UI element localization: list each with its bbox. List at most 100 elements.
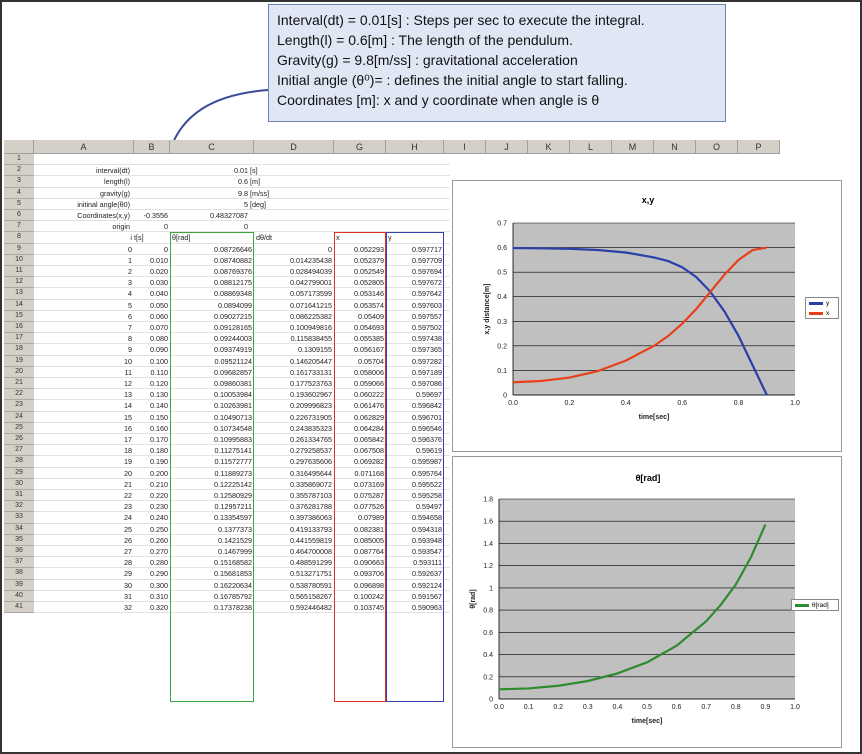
table-cell-dtheta[interactable]: 0.441559819 bbox=[290, 535, 332, 545]
table-cell-dtheta[interactable]: 0.243835323 bbox=[290, 423, 332, 433]
param-label[interactable]: interval(dt) bbox=[96, 166, 130, 176]
table-cell-dtheta[interactable]: 0.193602967 bbox=[290, 390, 332, 400]
row-header[interactable]: 20 bbox=[4, 366, 34, 378]
param-unit[interactable]: [m] bbox=[250, 177, 260, 187]
table-cell-theta[interactable]: 0.09860381 bbox=[214, 379, 252, 388]
row-header[interactable]: 9 bbox=[4, 243, 34, 255]
table-cell-x[interactable]: 0.085005 bbox=[354, 535, 384, 545]
table-cell-i[interactable]: 10 bbox=[124, 356, 132, 366]
table-cell-t[interactable]: 0.070 bbox=[150, 323, 168, 332]
table-cell-i[interactable]: 31 bbox=[124, 591, 132, 601]
table-cell-i[interactable]: 15 bbox=[124, 412, 132, 422]
table-cell-x[interactable]: 0.055385 bbox=[354, 334, 384, 344]
row-header[interactable]: 8 bbox=[4, 232, 34, 244]
table-cell-y[interactable]: 0.597365 bbox=[412, 345, 442, 355]
table-cell-dtheta[interactable]: 0.028494039 bbox=[290, 267, 332, 276]
table-cell-y[interactable]: 0.597672 bbox=[412, 278, 442, 288]
table-cell-theta[interactable]: 0.09374919 bbox=[214, 345, 252, 355]
row-header[interactable]: 7 bbox=[4, 221, 34, 233]
table-cell-y[interactable]: 0.59497 bbox=[416, 502, 442, 512]
origin-x[interactable]: 0 bbox=[164, 222, 168, 232]
table-cell-t[interactable]: 0.100 bbox=[150, 356, 168, 366]
table-cell-theta[interactable]: 0.17378238 bbox=[214, 603, 252, 612]
table-cell-dtheta[interactable]: 0.086225382 bbox=[290, 311, 332, 321]
table-cell-theta[interactable]: 0.11889273 bbox=[214, 468, 252, 478]
table-cell-dtheta[interactable]: 0.209996823 bbox=[290, 401, 332, 411]
table-cell-dtheta[interactable]: 0.316495644 bbox=[290, 468, 332, 478]
param-value[interactable]: 9.8 bbox=[238, 188, 248, 198]
row-header[interactable]: 5 bbox=[4, 198, 34, 210]
column-header-O[interactable]: O bbox=[696, 140, 738, 154]
table-cell-dtheta[interactable]: 0.161733131 bbox=[290, 367, 332, 377]
table-cell-dtheta[interactable]: 0.042799001 bbox=[290, 278, 332, 288]
row-header[interactable]: 39 bbox=[4, 579, 34, 591]
row-header[interactable]: 12 bbox=[4, 277, 34, 289]
table-cell-t[interactable]: 0.240 bbox=[150, 513, 168, 523]
table-cell-theta[interactable]: 0.13354597 bbox=[214, 513, 252, 523]
table-cell-dtheta[interactable]: 0.100949816 bbox=[290, 323, 332, 332]
table-cell-theta[interactable]: 0.11275141 bbox=[214, 446, 252, 456]
table-cell-theta[interactable]: 0.08769376 bbox=[214, 267, 252, 276]
table-cell-theta[interactable]: 0.11572777 bbox=[214, 457, 252, 467]
row-header[interactable]: 36 bbox=[4, 546, 34, 558]
row-header[interactable]: 29 bbox=[4, 467, 34, 479]
table-cell-theta[interactable]: 0.12580929 bbox=[214, 491, 252, 500]
table-header-y[interactable]: y bbox=[388, 233, 392, 243]
row-header[interactable]: 24 bbox=[4, 411, 34, 423]
column-header-M[interactable]: M bbox=[612, 140, 654, 154]
table-cell-t[interactable]: 0.020 bbox=[150, 267, 168, 276]
table-cell-dtheta[interactable]: 0.146205447 bbox=[290, 356, 332, 366]
table-cell-x[interactable]: 0.093706 bbox=[354, 569, 384, 579]
param-unit[interactable]: [deg] bbox=[250, 199, 266, 209]
table-cell-y[interactable]: 0.595764 bbox=[412, 468, 442, 478]
row-header[interactable]: 10 bbox=[4, 254, 34, 266]
table-cell-theta[interactable]: 0.09682857 bbox=[214, 367, 252, 377]
table-cell-theta[interactable]: 0.16785792 bbox=[214, 591, 252, 601]
table-cell-t[interactable]: 0.120 bbox=[150, 379, 168, 388]
table-cell-y[interactable]: 0.594658 bbox=[412, 513, 442, 523]
table-cell-t[interactable]: 0.320 bbox=[150, 603, 168, 612]
row-header[interactable]: 34 bbox=[4, 523, 34, 535]
table-cell-i[interactable]: 9 bbox=[128, 345, 132, 355]
table-cell-x[interactable]: 0.05704 bbox=[358, 356, 384, 366]
row-header[interactable]: 33 bbox=[4, 512, 34, 524]
table-cell-theta[interactable]: 0.12225142 bbox=[214, 479, 252, 489]
table-cell-t[interactable]: 0.160 bbox=[150, 423, 168, 433]
table-cell-y[interactable]: 0.592637 bbox=[412, 569, 442, 579]
table-cell-theta[interactable]: 0.15168582 bbox=[214, 558, 252, 568]
table-cell-theta[interactable]: 0.10490713 bbox=[214, 412, 252, 422]
table-cell-x[interactable]: 0.059066 bbox=[354, 379, 384, 388]
table-cell-theta[interactable]: 0.10995883 bbox=[214, 435, 252, 444]
table-cell-y[interactable]: 0.597603 bbox=[412, 300, 442, 310]
row-header[interactable]: 23 bbox=[4, 400, 34, 412]
param-value[interactable]: 5 bbox=[244, 199, 248, 209]
column-header-P[interactable]: P bbox=[738, 140, 780, 154]
table-cell-t[interactable]: 0.040 bbox=[150, 289, 168, 299]
table-cell-i[interactable]: 24 bbox=[124, 513, 132, 523]
table-cell-x[interactable]: 0.082381 bbox=[354, 524, 384, 534]
column-header-J[interactable]: J bbox=[486, 140, 528, 154]
row-header[interactable]: 35 bbox=[4, 534, 34, 546]
table-cell-i[interactable]: 29 bbox=[124, 569, 132, 579]
table-cell-x[interactable]: 0.067508 bbox=[354, 446, 384, 456]
table-cell-x[interactable]: 0.103745 bbox=[354, 603, 384, 612]
table-cell-i[interactable]: 28 bbox=[124, 558, 132, 568]
table-header-theta[interactable]: θ[rad] bbox=[172, 233, 191, 243]
table-cell-theta[interactable]: 0.09244003 bbox=[214, 334, 252, 344]
row-header[interactable]: 17 bbox=[4, 333, 34, 345]
table-cell-t[interactable]: 0.190 bbox=[150, 457, 168, 467]
row-header[interactable]: 26 bbox=[4, 434, 34, 446]
origin-label[interactable]: origin bbox=[112, 222, 130, 232]
table-cell-y[interactable]: 0.594318 bbox=[412, 524, 442, 534]
table-cell-x[interactable]: 0.062829 bbox=[354, 412, 384, 422]
table-cell-x[interactable]: 0.058006 bbox=[354, 367, 384, 377]
table-cell-i[interactable]: 12 bbox=[124, 379, 132, 388]
table-cell-x[interactable]: 0.065842 bbox=[354, 435, 384, 444]
table-cell-theta[interactable]: 0.10263981 bbox=[214, 401, 252, 411]
row-header[interactable]: 38 bbox=[4, 568, 34, 580]
table-cell-y[interactable]: 0.596376 bbox=[412, 435, 442, 444]
table-cell-x[interactable]: 0.096898 bbox=[354, 580, 384, 590]
table-cell-t[interactable]: 0.260 bbox=[150, 535, 168, 545]
table-header-t[interactable]: t[s] bbox=[134, 233, 144, 243]
table-cell-x[interactable]: 0.090663 bbox=[354, 558, 384, 568]
